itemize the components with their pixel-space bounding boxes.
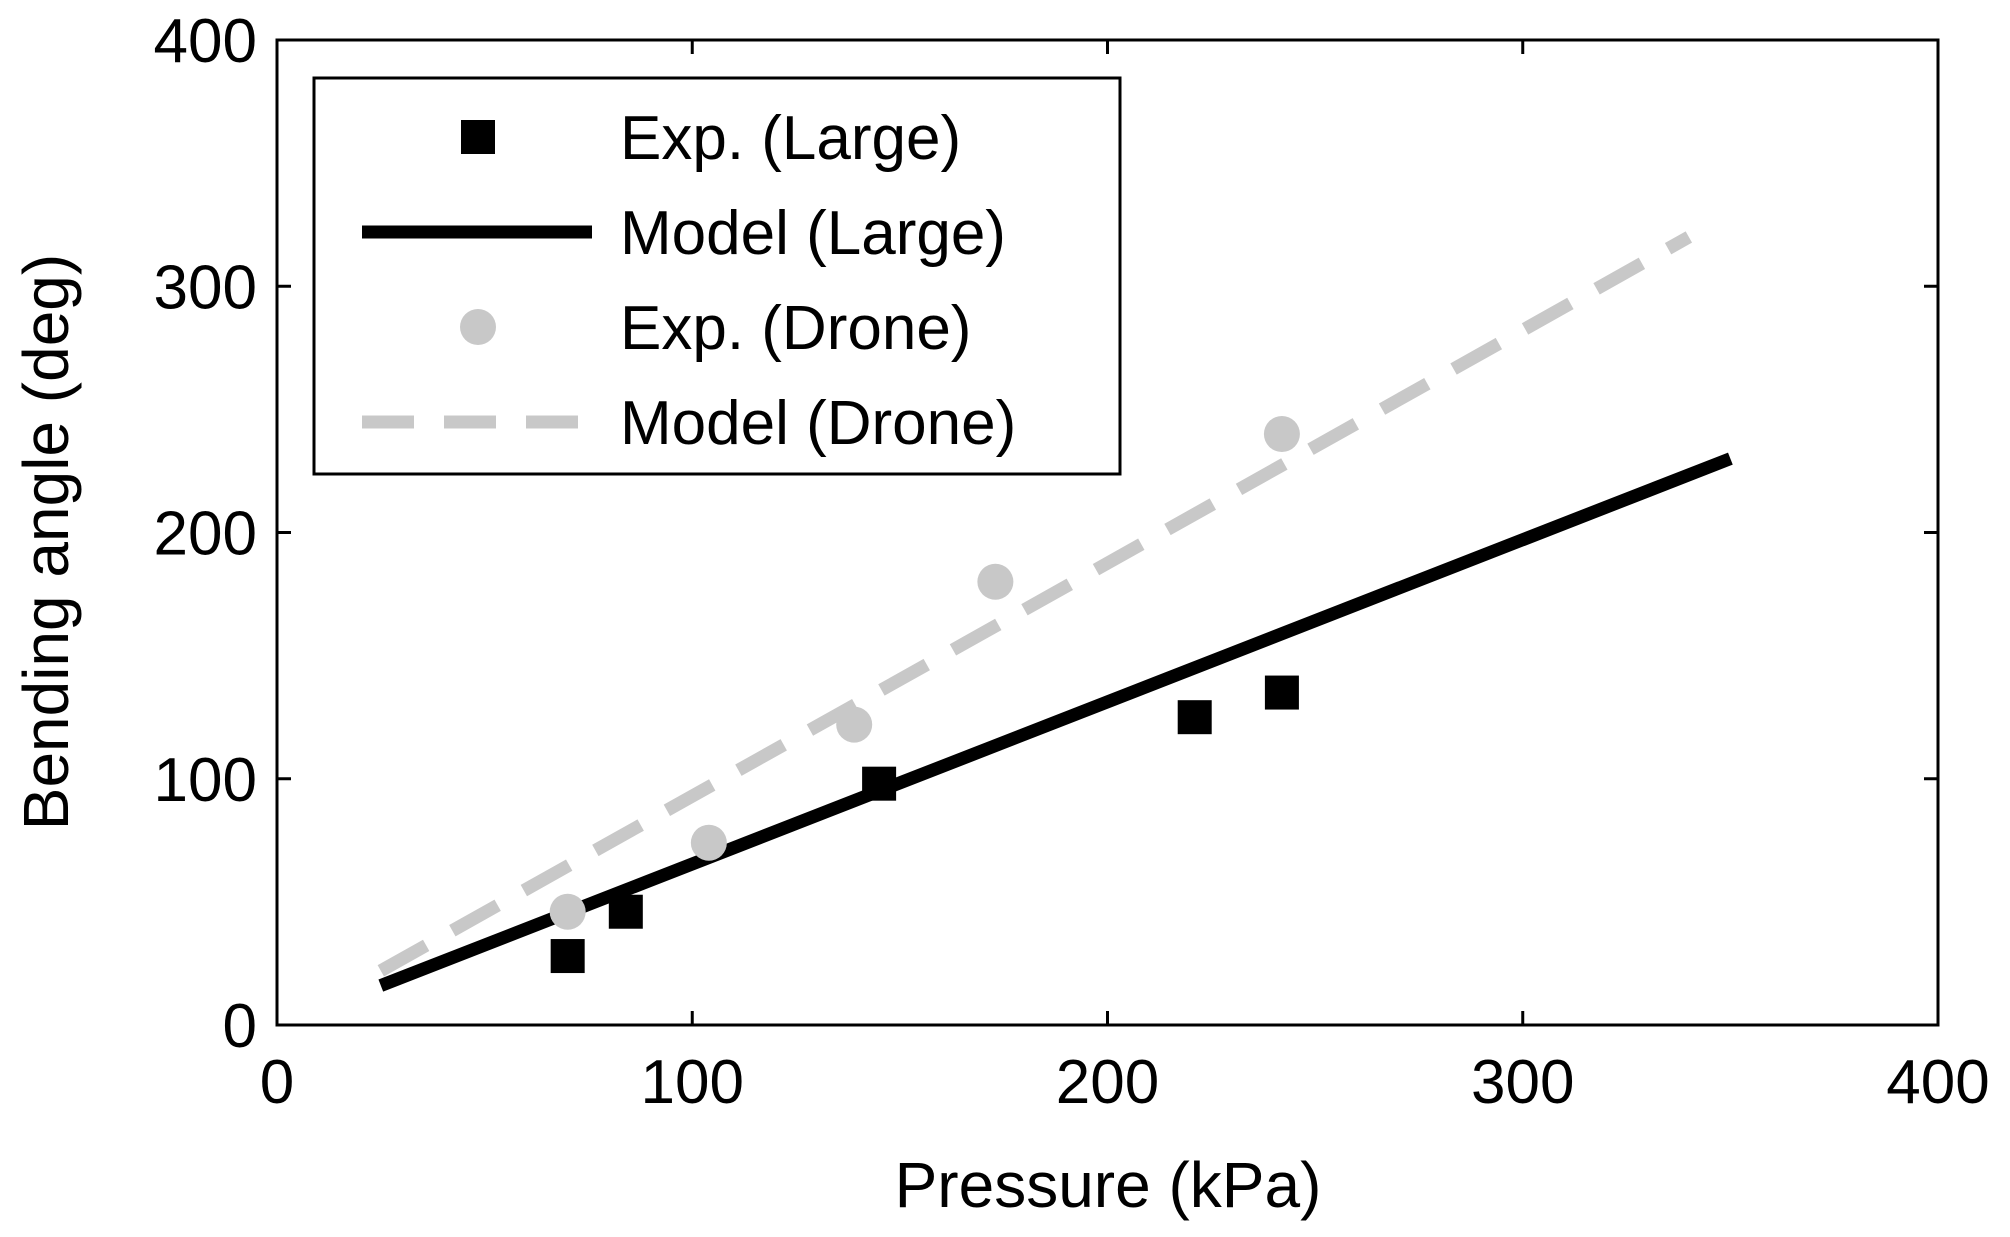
series-line-3 bbox=[377, 231, 1693, 977]
x-tick-label: 200 bbox=[1056, 1048, 1159, 1117]
legend-label: Model (Large) bbox=[620, 199, 1006, 268]
legend-label: Exp. (Drone) bbox=[620, 294, 971, 363]
x-tick-label: 0 bbox=[260, 1048, 294, 1117]
data-point-circle bbox=[1263, 416, 1300, 452]
legend-circle-swatch bbox=[460, 309, 496, 345]
x-axis-label: Pressure (kPa) bbox=[895, 1149, 1322, 1221]
plot-frame bbox=[275, 38, 1940, 1027]
axis-ticks: 0 100 200 300 400 0 100 200 300 400 bbox=[154, 7, 1990, 1117]
data-point-circle bbox=[977, 563, 1014, 600]
legend: Exp. (Large) Model (Large) Exp. (Drone) Mod… bbox=[312, 76, 1122, 476]
plot-series bbox=[377, 231, 1733, 992]
data-point-circle bbox=[836, 706, 873, 743]
data-point-circle bbox=[549, 893, 586, 930]
x-tick-label: 300 bbox=[1471, 1048, 1574, 1117]
y-tick-label: 300 bbox=[154, 253, 257, 322]
data-point-circle bbox=[690, 824, 727, 861]
data-point-square bbox=[608, 894, 643, 929]
y-tick-label: 0 bbox=[223, 992, 257, 1061]
y-tick-label: 400 bbox=[154, 7, 257, 76]
series-line-1 bbox=[378, 452, 1733, 992]
legend-box bbox=[312, 76, 1122, 476]
y-tick-label: 200 bbox=[154, 500, 257, 569]
data-point-square bbox=[1177, 700, 1212, 735]
data-point-square bbox=[550, 939, 585, 974]
legend-square-swatch bbox=[461, 120, 495, 154]
x-tick-label: 100 bbox=[641, 1048, 744, 1117]
legend-label: Exp. (Large) bbox=[620, 104, 961, 173]
x-tick-label: 400 bbox=[1886, 1048, 1989, 1117]
y-axis-label: Bending angle (deg) bbox=[10, 254, 82, 830]
legend-label: Model (Drone) bbox=[620, 389, 1016, 458]
data-point-square bbox=[1264, 675, 1299, 710]
y-tick-label: 100 bbox=[154, 746, 257, 815]
data-point-square bbox=[862, 766, 897, 801]
